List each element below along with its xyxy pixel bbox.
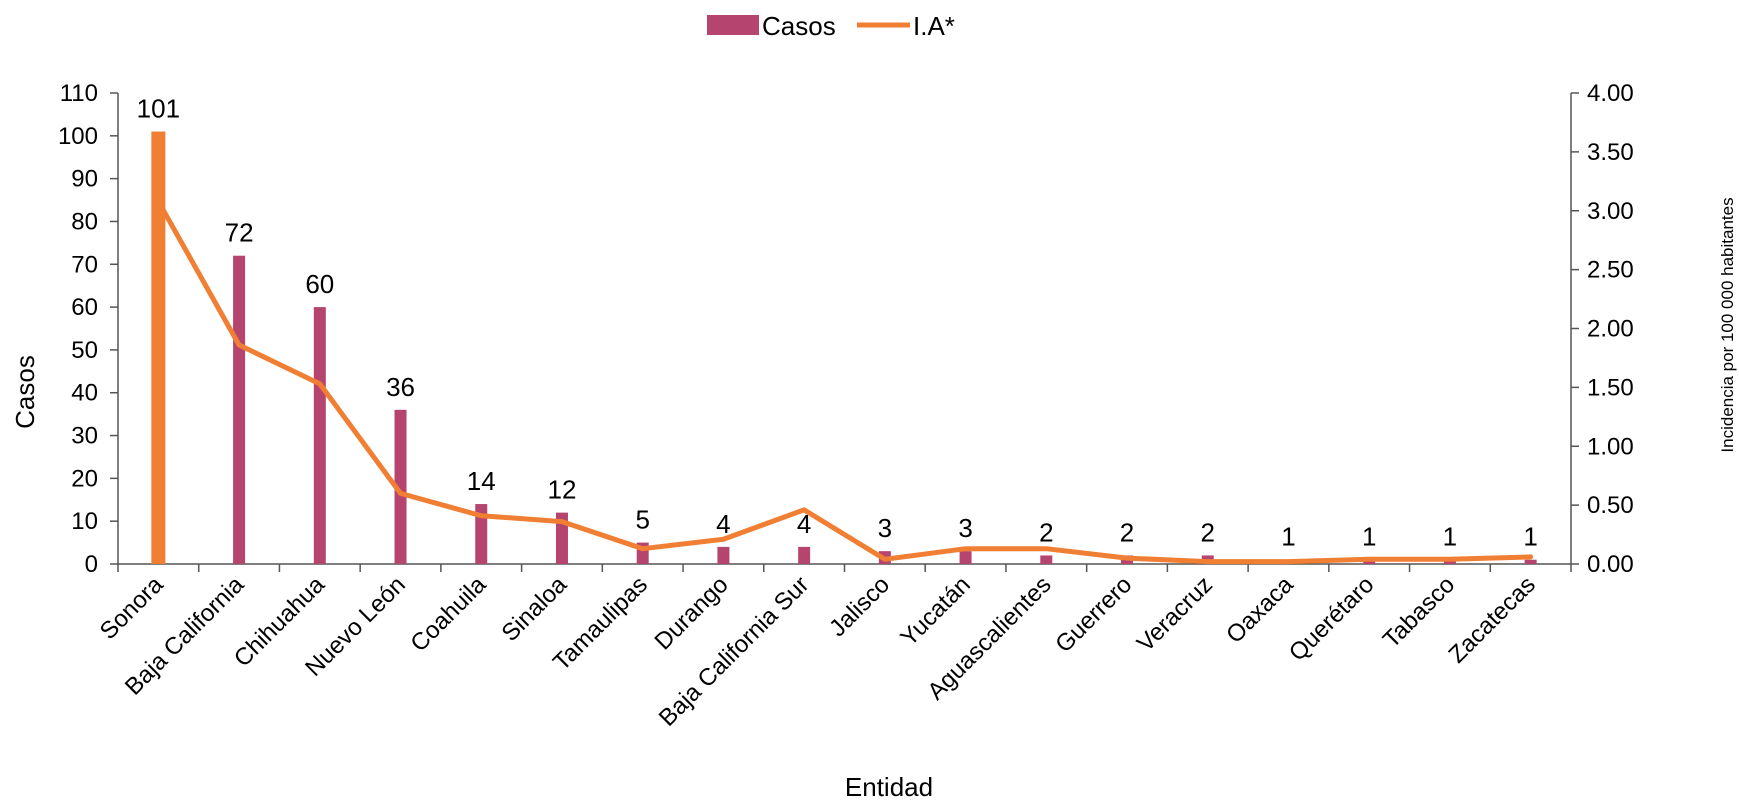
bars: [151, 131, 1537, 564]
y-tick-label: 90: [71, 166, 98, 193]
data-label: 1: [1362, 522, 1376, 552]
data-label: 2: [1039, 517, 1053, 547]
data-label: 1: [1523, 522, 1537, 552]
y-tick-label: 50: [71, 337, 98, 364]
y-tick-label: 20: [71, 465, 98, 492]
data-label: 3: [878, 513, 892, 543]
legend-swatch-casos: [707, 15, 759, 35]
data-label: 14: [467, 466, 496, 496]
data-labels: 101 72 60 36 14 12 5 4 4 3 3 2 2 2 1 1 1 1: [137, 94, 1538, 552]
ia-line: [155, 198, 1534, 565]
bar-sonora: [151, 131, 166, 564]
line-series: [155, 198, 1534, 565]
data-label: 4: [797, 509, 811, 539]
y-tick-label: 100: [58, 123, 98, 150]
bar-coahuila: [475, 504, 488, 564]
x-tick-label: Baja California Sur: [654, 571, 815, 732]
y2-tick-label: 3.50: [1587, 139, 1634, 166]
legend-label-ia: I.A*: [913, 11, 955, 41]
y-tick-label: 110: [60, 80, 98, 107]
bar-baja-california: [233, 255, 246, 564]
bar-zacatecas: [1524, 559, 1537, 564]
bar-nuevo-le-n: [394, 409, 407, 564]
y2-tick-label: 3.00: [1587, 198, 1634, 225]
y-tick-label: 40: [71, 380, 98, 407]
data-label: 72: [225, 218, 254, 248]
x-tick-label: Jalisco: [824, 571, 895, 642]
data-label: 1: [1443, 522, 1457, 552]
x-tick-label: Guerrero: [1050, 571, 1137, 658]
x-tick-label: Yucatán: [895, 571, 975, 651]
bar-yucat-n: [959, 551, 972, 564]
data-label: 2: [1120, 517, 1134, 547]
data-label: 60: [305, 269, 334, 299]
x-tick-label: Sonora: [95, 571, 169, 645]
x-tick-label: Veracruz: [1132, 571, 1218, 657]
y2-tick-label: 2.00: [1587, 316, 1634, 343]
bar-tabasco: [1443, 559, 1456, 564]
y2-tick-label: 4.00: [1587, 80, 1634, 107]
data-label: 3: [958, 513, 972, 543]
data-label: 12: [548, 475, 577, 505]
x-tick-label: Sinaloa: [497, 571, 573, 647]
y2-tick-label: 0.50: [1587, 492, 1634, 519]
y-tick-label: 10: [71, 508, 98, 535]
y2-tick-label: 2.50: [1587, 257, 1634, 284]
bar-durango: [717, 546, 730, 564]
y-tick-label: 70: [71, 251, 98, 278]
data-label: 36: [386, 372, 415, 402]
data-label: 101: [137, 94, 180, 124]
bar-quer-taro: [1363, 559, 1376, 564]
x-tick-label: Zacatecas: [1443, 571, 1540, 668]
y2-tick-label: 0.00: [1587, 551, 1634, 578]
bar-aguascalientes: [1040, 555, 1053, 564]
x-tick-label: Coahuila: [405, 571, 492, 658]
data-label: 1: [1281, 522, 1295, 552]
y-tick-label: 0: [85, 551, 98, 578]
y2-tick-label: 1.50: [1587, 374, 1634, 401]
legend-label-casos: Casos: [762, 11, 836, 41]
x-tick-label: Oaxaca: [1221, 571, 1299, 649]
y-axis-title: Casos: [10, 355, 40, 429]
x-tick-label: Durango: [649, 571, 733, 655]
y-tick-label: 30: [71, 423, 98, 450]
bar-chihuahua: [313, 307, 326, 564]
data-label: 5: [635, 505, 649, 535]
data-label: 2: [1201, 517, 1215, 547]
y-tick-label: 60: [71, 294, 98, 321]
bar-baja-california-sur: [798, 546, 811, 564]
y2-axis-title: Incidencia por 100 000 habitantes: [1718, 197, 1737, 452]
x-tick-label: Querétaro: [1284, 571, 1380, 667]
axes: 0 10 20 30 40 50 60 70 80 90 100 110 0.00 0.50 1.00 1.5…: [58, 80, 1634, 732]
data-label: 4: [716, 509, 730, 539]
x-tick-label: Tabasco: [1378, 571, 1460, 653]
y-tick-label: 80: [71, 208, 98, 235]
x-axis-title: Entidad: [845, 772, 933, 801]
bar-sinaloa: [555, 512, 568, 564]
y2-tick-label: 1.00: [1587, 433, 1634, 460]
legend: Casos I.A*: [707, 11, 955, 41]
